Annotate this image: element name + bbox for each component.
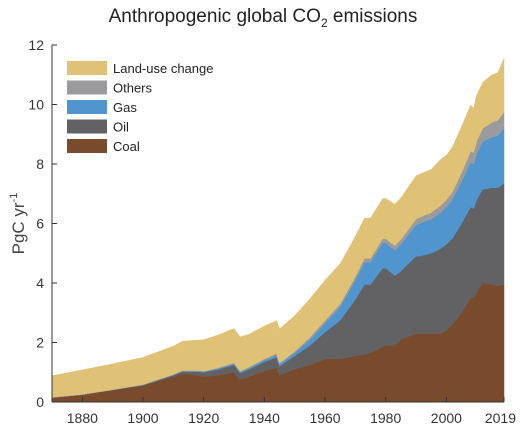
legend-label-coal: Coal	[113, 139, 140, 154]
y-tick-label: 12	[28, 37, 44, 53]
legend-label-gas: Gas	[113, 100, 137, 115]
x-tick-label: 1960	[309, 410, 340, 426]
y-tick-label: 6	[36, 216, 44, 232]
x-tick-label: 2000	[431, 410, 462, 426]
y-tick-label: 2	[36, 335, 44, 351]
y-axis-label-exponent: -1	[8, 193, 20, 203]
legend-swatch-oil	[67, 119, 107, 134]
y-tick-label: 10	[28, 97, 44, 113]
x-tick-label: 1940	[249, 410, 280, 426]
chart-title: Anthropogenic global CO2 emissions	[108, 6, 418, 30]
y-axis-label: PgC yr-1	[8, 193, 28, 255]
legend-label-land-use-change: Land-use change	[113, 61, 213, 76]
legend-swatch-coal	[67, 139, 107, 153]
legend-swatch-others	[67, 80, 107, 95]
x-tick-label: 1900	[127, 410, 158, 426]
legend-swatch-land-use-change	[67, 61, 107, 75]
y-tick-label: 0	[36, 394, 44, 410]
legend-label-oil: Oil	[113, 120, 129, 135]
legend-swatch-gas	[67, 100, 107, 114]
area-land-use-change	[51, 58, 505, 398]
x-tick-label: 2019	[485, 410, 516, 426]
x-tick-label: 1920	[188, 410, 219, 426]
y-tick-label: 4	[36, 275, 44, 291]
legend-label-others: Others	[113, 81, 153, 96]
y-tick-label: 8	[36, 156, 44, 172]
x-tick-label: 1880	[67, 410, 98, 426]
x-tick-label: 1980	[370, 410, 401, 426]
